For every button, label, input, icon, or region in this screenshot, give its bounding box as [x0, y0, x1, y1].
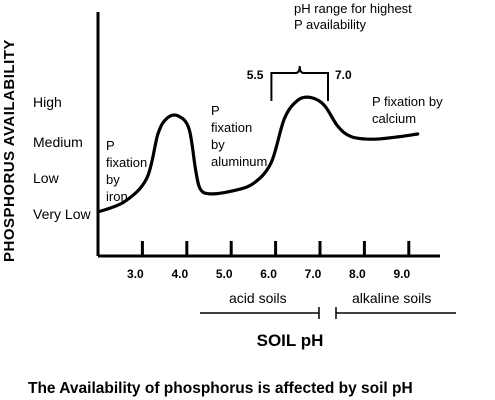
x-ticks: 3.0 4.0 5.0 6.0 7.0 8.0 9.0 [127, 241, 410, 281]
y-level-label: High [33, 94, 62, 110]
annotation-iron: P fixation by iron [106, 138, 147, 204]
y-level-label: Medium [33, 134, 83, 150]
soil-regions: acid soils alkaline soils [200, 290, 456, 319]
x-tick-label: 3.0 [127, 267, 144, 281]
annotation-aluminum: P fixation by aluminum [211, 103, 267, 169]
optimal-range-text-1: pH range for highest [294, 1, 412, 16]
annotation-calcium: P fixation by calcium [372, 94, 443, 126]
annotation-aluminum-line: P [211, 103, 220, 118]
annotation-iron-line: iron [106, 189, 128, 204]
annotation-calcium-line: P fixation by [372, 94, 443, 109]
y-level-label: Very Low [33, 206, 91, 222]
annotation-aluminum-line: aluminum [211, 154, 267, 169]
x-axis-title: SOIL pH [257, 331, 324, 350]
annotation-aluminum-line: fixation [211, 120, 252, 135]
y-level-label: Low [33, 170, 60, 186]
optimal-range-text-2: P availability [294, 17, 367, 32]
x-tick-label: 4.0 [171, 267, 188, 281]
optimal-range-high: 7.0 [335, 68, 352, 82]
x-tick-label: 5.0 [216, 267, 233, 281]
y-level-labels: Very Low Low Medium High [33, 94, 91, 222]
annotation-iron-line: by [106, 172, 120, 187]
x-tick-label: 6.0 [260, 267, 277, 281]
alkaline-soils-label: alkaline soils [352, 290, 431, 306]
annotation-iron-line: fixation [106, 155, 147, 170]
acid-soils-label: acid soils [229, 290, 287, 306]
chart-title: The Availability of phosphorus is affect… [28, 380, 413, 397]
optimal-range-low: 5.5 [247, 68, 264, 82]
x-tick-label: 8.0 [349, 267, 366, 281]
x-tick-label: 7.0 [305, 267, 322, 281]
y-axis-title: PHOSPHORUS AVAILABILITY [1, 39, 18, 262]
annotation-calcium-line: calcium [372, 111, 416, 126]
availability-curve [96, 95, 420, 214]
x-tick-label: 9.0 [393, 267, 410, 281]
optimal-range-bracket: pH range for highest P availability 5.5 … [247, 1, 412, 101]
annotation-iron-line: P [106, 138, 115, 153]
annotation-aluminum-line: by [211, 137, 225, 152]
